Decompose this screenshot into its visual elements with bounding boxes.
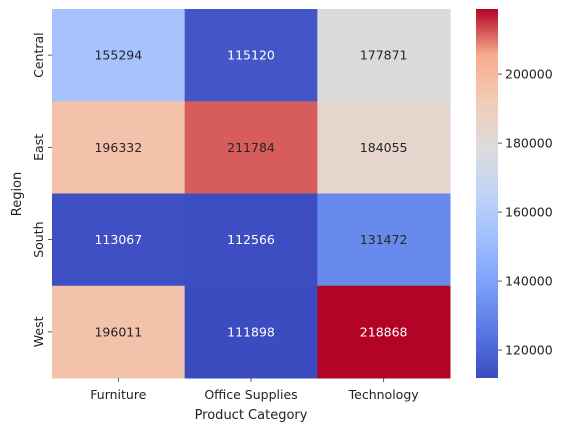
heatmap-cell — [52, 9, 186, 102]
colorbar-tick-label: 180000 — [505, 136, 553, 151]
colorbar-tick-label: 160000 — [505, 205, 553, 220]
heatmap-cell — [52, 193, 186, 287]
y-axis-label: Region — [10, 172, 25, 217]
cell-value-label: 131472 — [360, 232, 408, 247]
y-tick-label: South — [31, 221, 46, 257]
x-axis-ticks: Furniture Office Supplies Technology — [90, 378, 419, 402]
cell-value-label: 115120 — [227, 48, 275, 63]
colorbar-ticks: 120000 140000 160000 180000 200000 — [498, 67, 553, 358]
cell-value-label: 177871 — [360, 48, 408, 63]
cell-value-label: 196332 — [94, 140, 142, 155]
cell-value-label: 196011 — [94, 324, 142, 339]
y-tick-label: Central — [31, 32, 46, 78]
cell-value-label: 113067 — [94, 232, 142, 247]
heatmap-cell — [184, 101, 318, 194]
heatmap-cell — [184, 9, 318, 102]
heatmap-cell — [317, 285, 451, 379]
heatmap-cell — [317, 193, 451, 287]
heatmap-cell — [52, 101, 186, 194]
colorbar-tick-label: 140000 — [505, 274, 553, 289]
colorbar-tick-label: 120000 — [505, 343, 553, 358]
cell-value-label: 112566 — [227, 232, 275, 247]
colorbar — [476, 9, 498, 378]
heatmap-cell — [52, 285, 186, 379]
heatmap-cell — [184, 193, 318, 287]
heatmap-cell — [317, 101, 451, 194]
x-tick-label: Furniture — [90, 387, 146, 402]
heatmap-cells: 155294 115120 177871 196332 211784 184055 1130… — [52, 9, 451, 379]
x-axis-label: Product Category — [195, 408, 308, 423]
y-tick-label: West — [31, 316, 46, 347]
cell-value-label: 155294 — [94, 48, 142, 63]
cell-value-label: 111898 — [227, 324, 275, 339]
heatmap-cell — [184, 285, 318, 379]
cell-value-label: 211784 — [227, 140, 275, 155]
cell-value-label: 218868 — [360, 324, 408, 339]
y-axis-ticks: Central East South West — [31, 32, 52, 347]
y-tick-label: East — [31, 134, 46, 161]
x-tick-label: Technology — [348, 387, 420, 402]
colorbar-tick-label: 200000 — [505, 67, 553, 82]
heatmap-cell — [317, 9, 451, 102]
x-tick-label: Office Supplies — [204, 387, 297, 402]
cell-value-label: 184055 — [360, 140, 408, 155]
